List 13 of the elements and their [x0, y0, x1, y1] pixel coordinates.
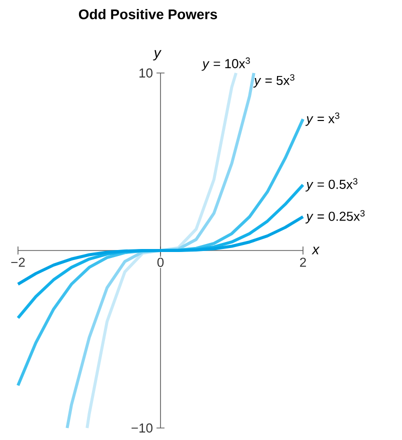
series-label: y = 0.5x$^{3}$ [305, 178, 358, 192]
series-label: y = 5x$^{3}$ [253, 74, 294, 88]
y-tick-label: 10 [140, 68, 152, 78]
y-axis-title: y [153, 50, 162, 60]
y-tick-label: −10 [132, 423, 152, 433]
series-label: y = 0.25x$^{3}$ [305, 210, 365, 224]
x-tick-label: 0 [157, 258, 164, 267]
series-label: y = x$^{3}$ [305, 112, 340, 126]
x-tick-label: −2 [11, 258, 25, 267]
series-label: y = 10x$^{3}$ [202, 57, 250, 71]
x-tick-label: 2 [300, 258, 306, 267]
chart-title: Odd Positive Powers [78, 8, 218, 20]
x-axis-title: x [312, 246, 320, 254]
